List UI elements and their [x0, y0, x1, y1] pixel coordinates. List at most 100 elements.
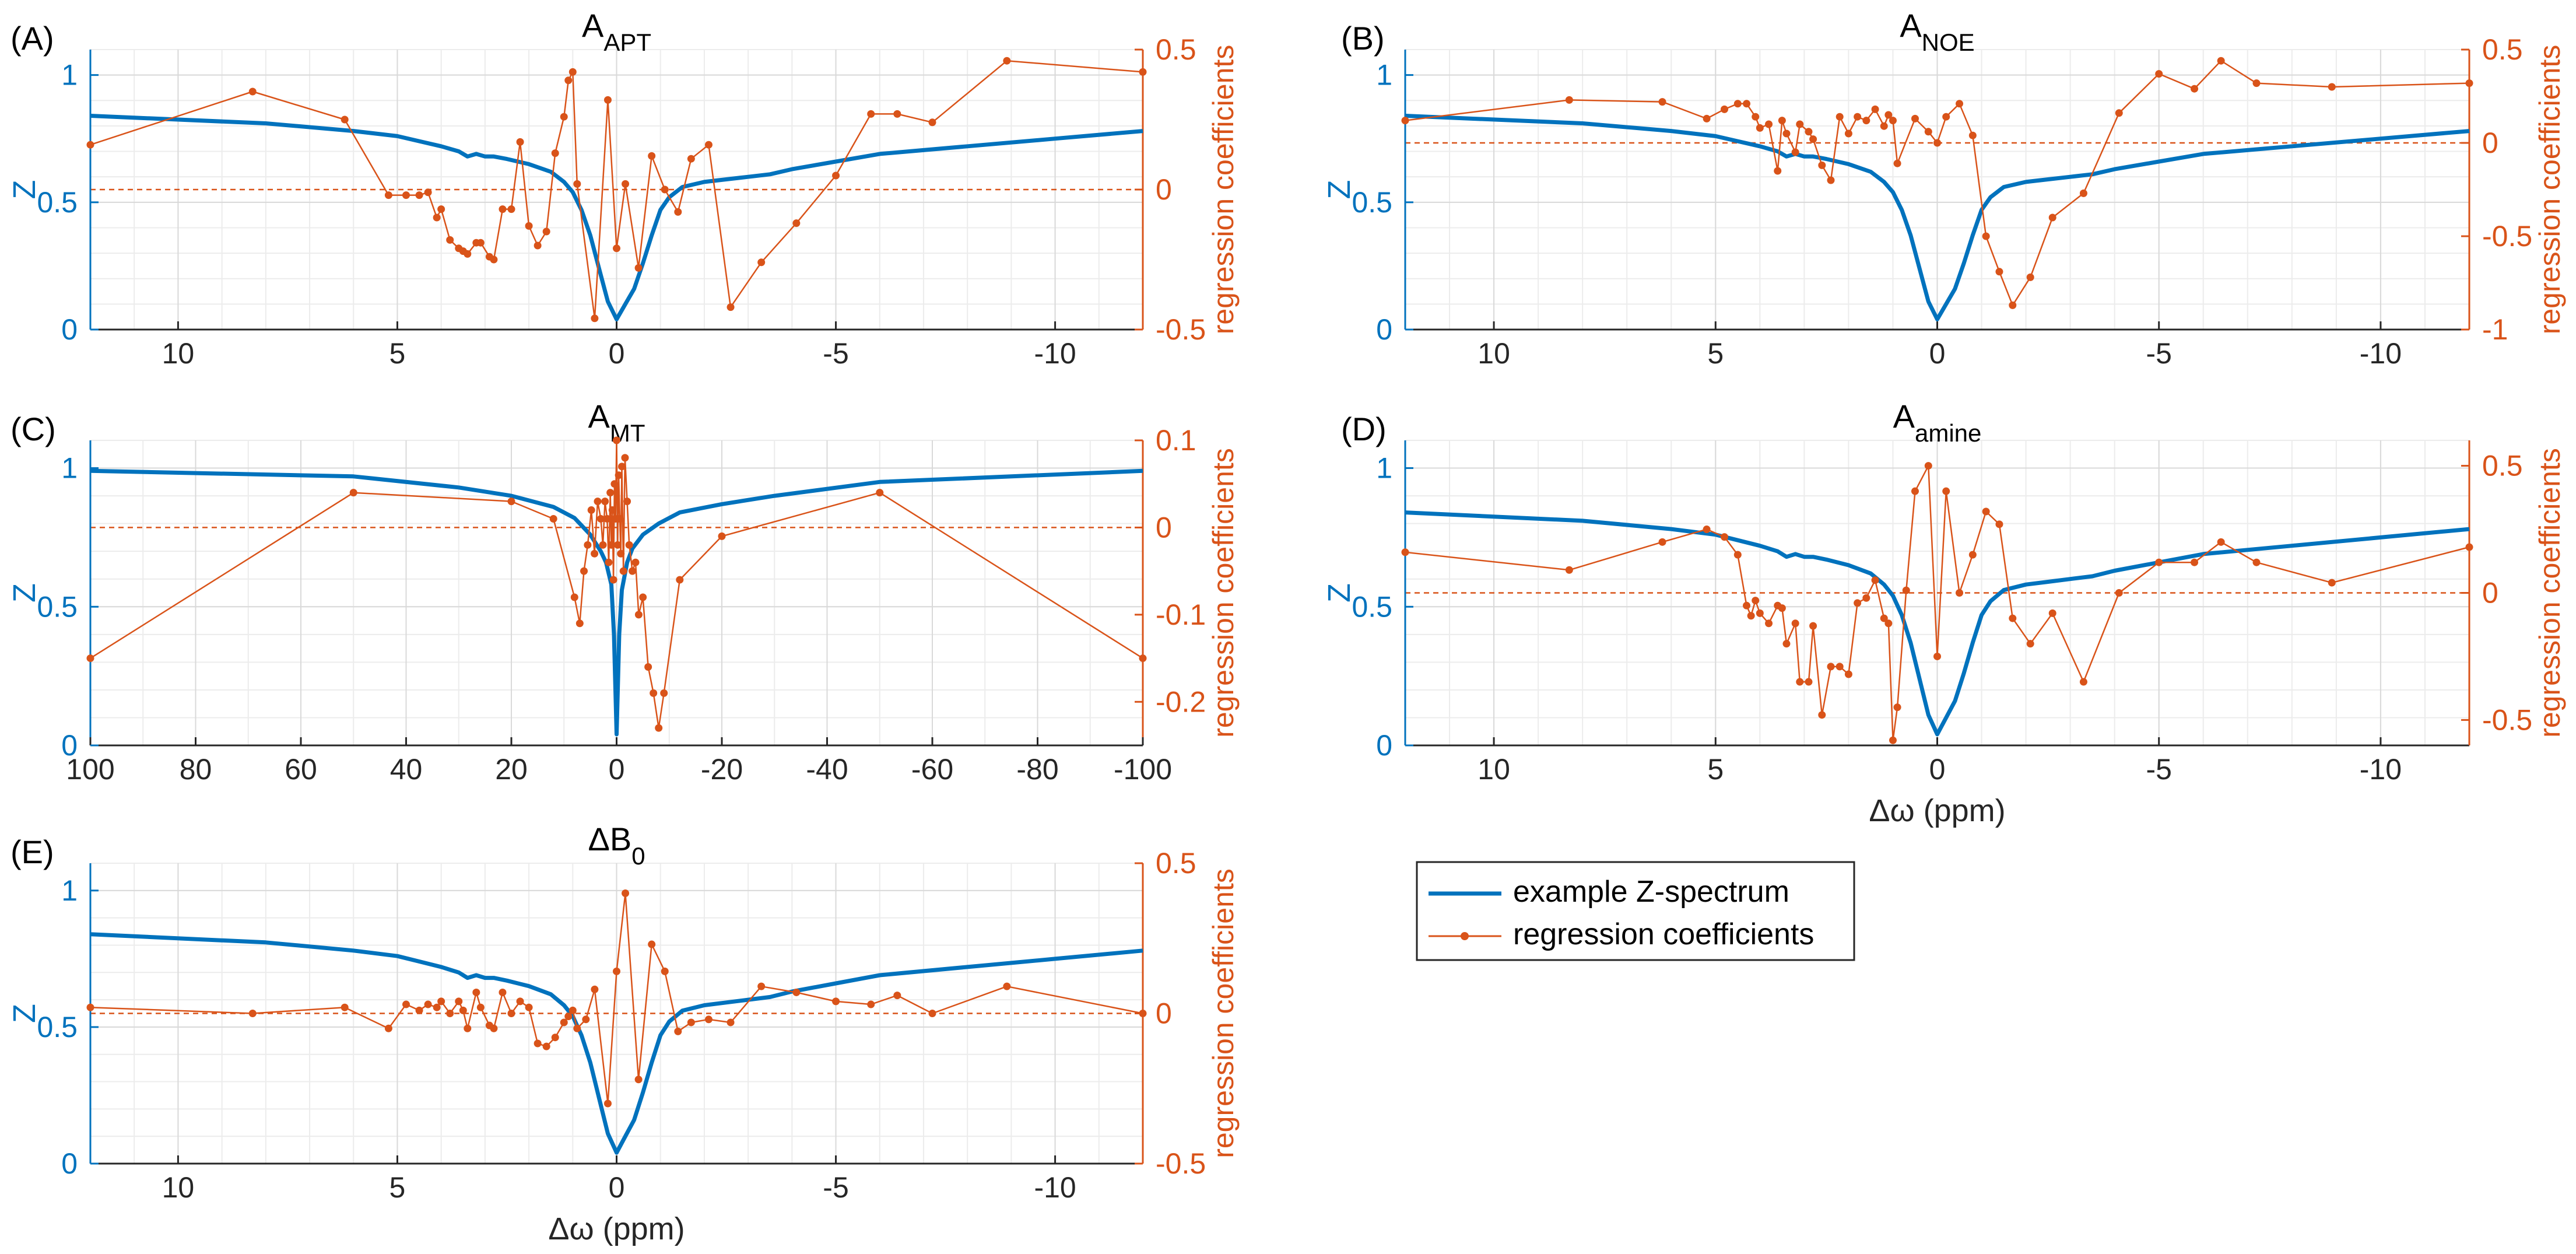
panel-label: (D) [1341, 411, 1387, 447]
data-point-regression [1889, 117, 1897, 125]
data-point-regression [580, 567, 588, 575]
series-line-zspectrum [90, 468, 1143, 737]
data-point-regression [621, 454, 629, 462]
data-point-regression [687, 155, 695, 163]
data-point-regression [1818, 711, 1826, 719]
data-point-regression [610, 480, 619, 488]
y-tick-label-left: 1 [61, 452, 78, 485]
data-point-regression [928, 118, 936, 127]
data-point-regression [1924, 128, 1932, 136]
data-point-regression [718, 532, 726, 540]
data-point-regression [248, 1010, 257, 1017]
data-point-regression [341, 1003, 349, 1011]
data-point-regression [661, 185, 669, 194]
data-point-regression [1884, 111, 1893, 119]
data-point-regression [568, 1006, 577, 1014]
data-point-regression [1933, 652, 1941, 660]
data-point-regression [1565, 96, 1573, 104]
data-point-regression [1139, 1010, 1147, 1017]
x-tick-label: 0 [1929, 753, 1946, 786]
y-tick-label-left: 0.5 [37, 1011, 78, 1043]
data-point-regression [648, 152, 656, 160]
data-point-regression [1721, 533, 1728, 541]
data-point-regression [516, 138, 524, 146]
x-tick-label: 0 [1929, 337, 1946, 370]
data-point-regression [661, 967, 669, 975]
data-point-regression [568, 68, 577, 76]
y-tick-label-right: 0.5 [2482, 450, 2523, 482]
data-point-regression [525, 222, 533, 230]
y-tick-label-left: 0.5 [1352, 590, 1392, 623]
y-tick-label-left: 0.5 [37, 590, 78, 623]
data-point-regression [1003, 982, 1011, 990]
data-point-regression [792, 219, 801, 227]
data-point-regression [1854, 113, 1862, 121]
data-point-regression [1956, 589, 1964, 597]
data-point-regression [1721, 105, 1728, 113]
data-point-regression [613, 436, 620, 444]
chart-title: Aamine [1893, 398, 1982, 447]
x-tick-label: -10 [2360, 337, 2402, 370]
data-point-regression [625, 541, 633, 549]
data-point-regression [2026, 640, 2034, 648]
data-point-regression [384, 1024, 392, 1032]
data-point-regression [603, 1099, 612, 1108]
series-line-zspectrum [90, 114, 1143, 321]
data-point-regression [1854, 599, 1862, 607]
x-tick-label: 10 [1477, 753, 1510, 786]
series-line-zspectrum [90, 932, 1143, 1155]
data-point-regression [594, 498, 602, 506]
y-tick-label-left: 1 [61, 874, 78, 907]
data-point-regression [1782, 640, 1791, 648]
data-point-regression [2155, 70, 2163, 78]
data-point-regression [551, 149, 559, 157]
data-point-regression [1756, 609, 1764, 617]
data-point-regression [1827, 663, 1835, 671]
data-point-regression [674, 208, 682, 216]
data-point-regression [584, 541, 592, 549]
data-point-regression [542, 227, 550, 236]
y-tick-label-right: -0.5 [1156, 1147, 1206, 1180]
y-tick-label-left: 0 [61, 1147, 78, 1180]
data-point-regression [1871, 105, 1879, 113]
data-point-regression [613, 967, 620, 975]
data-point-regression [433, 213, 441, 222]
data-point-regression [634, 1076, 643, 1084]
data-point-regression [1658, 98, 1666, 106]
data-point-regression [1884, 619, 1893, 628]
data-point-regression [2217, 538, 2225, 546]
data-point-regression [1827, 176, 1835, 184]
data-point-regression [560, 1018, 568, 1027]
data-point-regression [424, 1000, 432, 1008]
x-tick-label: -5 [823, 1171, 848, 1204]
data-point-regression [631, 558, 640, 566]
data-point-regression [1942, 113, 1950, 121]
data-point-regression [2079, 678, 2087, 686]
data-point-regression [687, 1018, 695, 1027]
y-tick-label-right: 0.5 [2482, 33, 2523, 66]
y-tick-label-left: 1 [1376, 59, 1392, 92]
chart-title-subscript: APT [603, 29, 651, 56]
data-point-regression [490, 255, 498, 264]
data-point-regression [727, 1018, 735, 1027]
data-point-regression [1703, 526, 1711, 534]
x-tick-label: 80 [180, 753, 212, 786]
data-point-regression [1924, 462, 1932, 470]
data-point-regression [603, 96, 612, 104]
legend-box [1416, 861, 1855, 961]
data-point-regression [655, 724, 663, 732]
data-point-regression [619, 567, 627, 575]
data-point-regression [516, 997, 524, 1006]
y-axis-label-right: regression coefficients [2533, 448, 2566, 738]
data-point-regression [86, 1003, 94, 1011]
y-tick-label-right: 0 [1156, 511, 1172, 544]
data-point-regression [1862, 117, 1870, 125]
data-point-regression [2155, 558, 2163, 566]
x-axis-label: Δω (ppm) [548, 1211, 685, 1246]
data-point-regression [1733, 100, 1742, 108]
x-tick-label: -10 [2360, 753, 2402, 786]
data-point-regression [1956, 100, 1964, 108]
y-axis-label-left: Z [1322, 180, 1357, 199]
